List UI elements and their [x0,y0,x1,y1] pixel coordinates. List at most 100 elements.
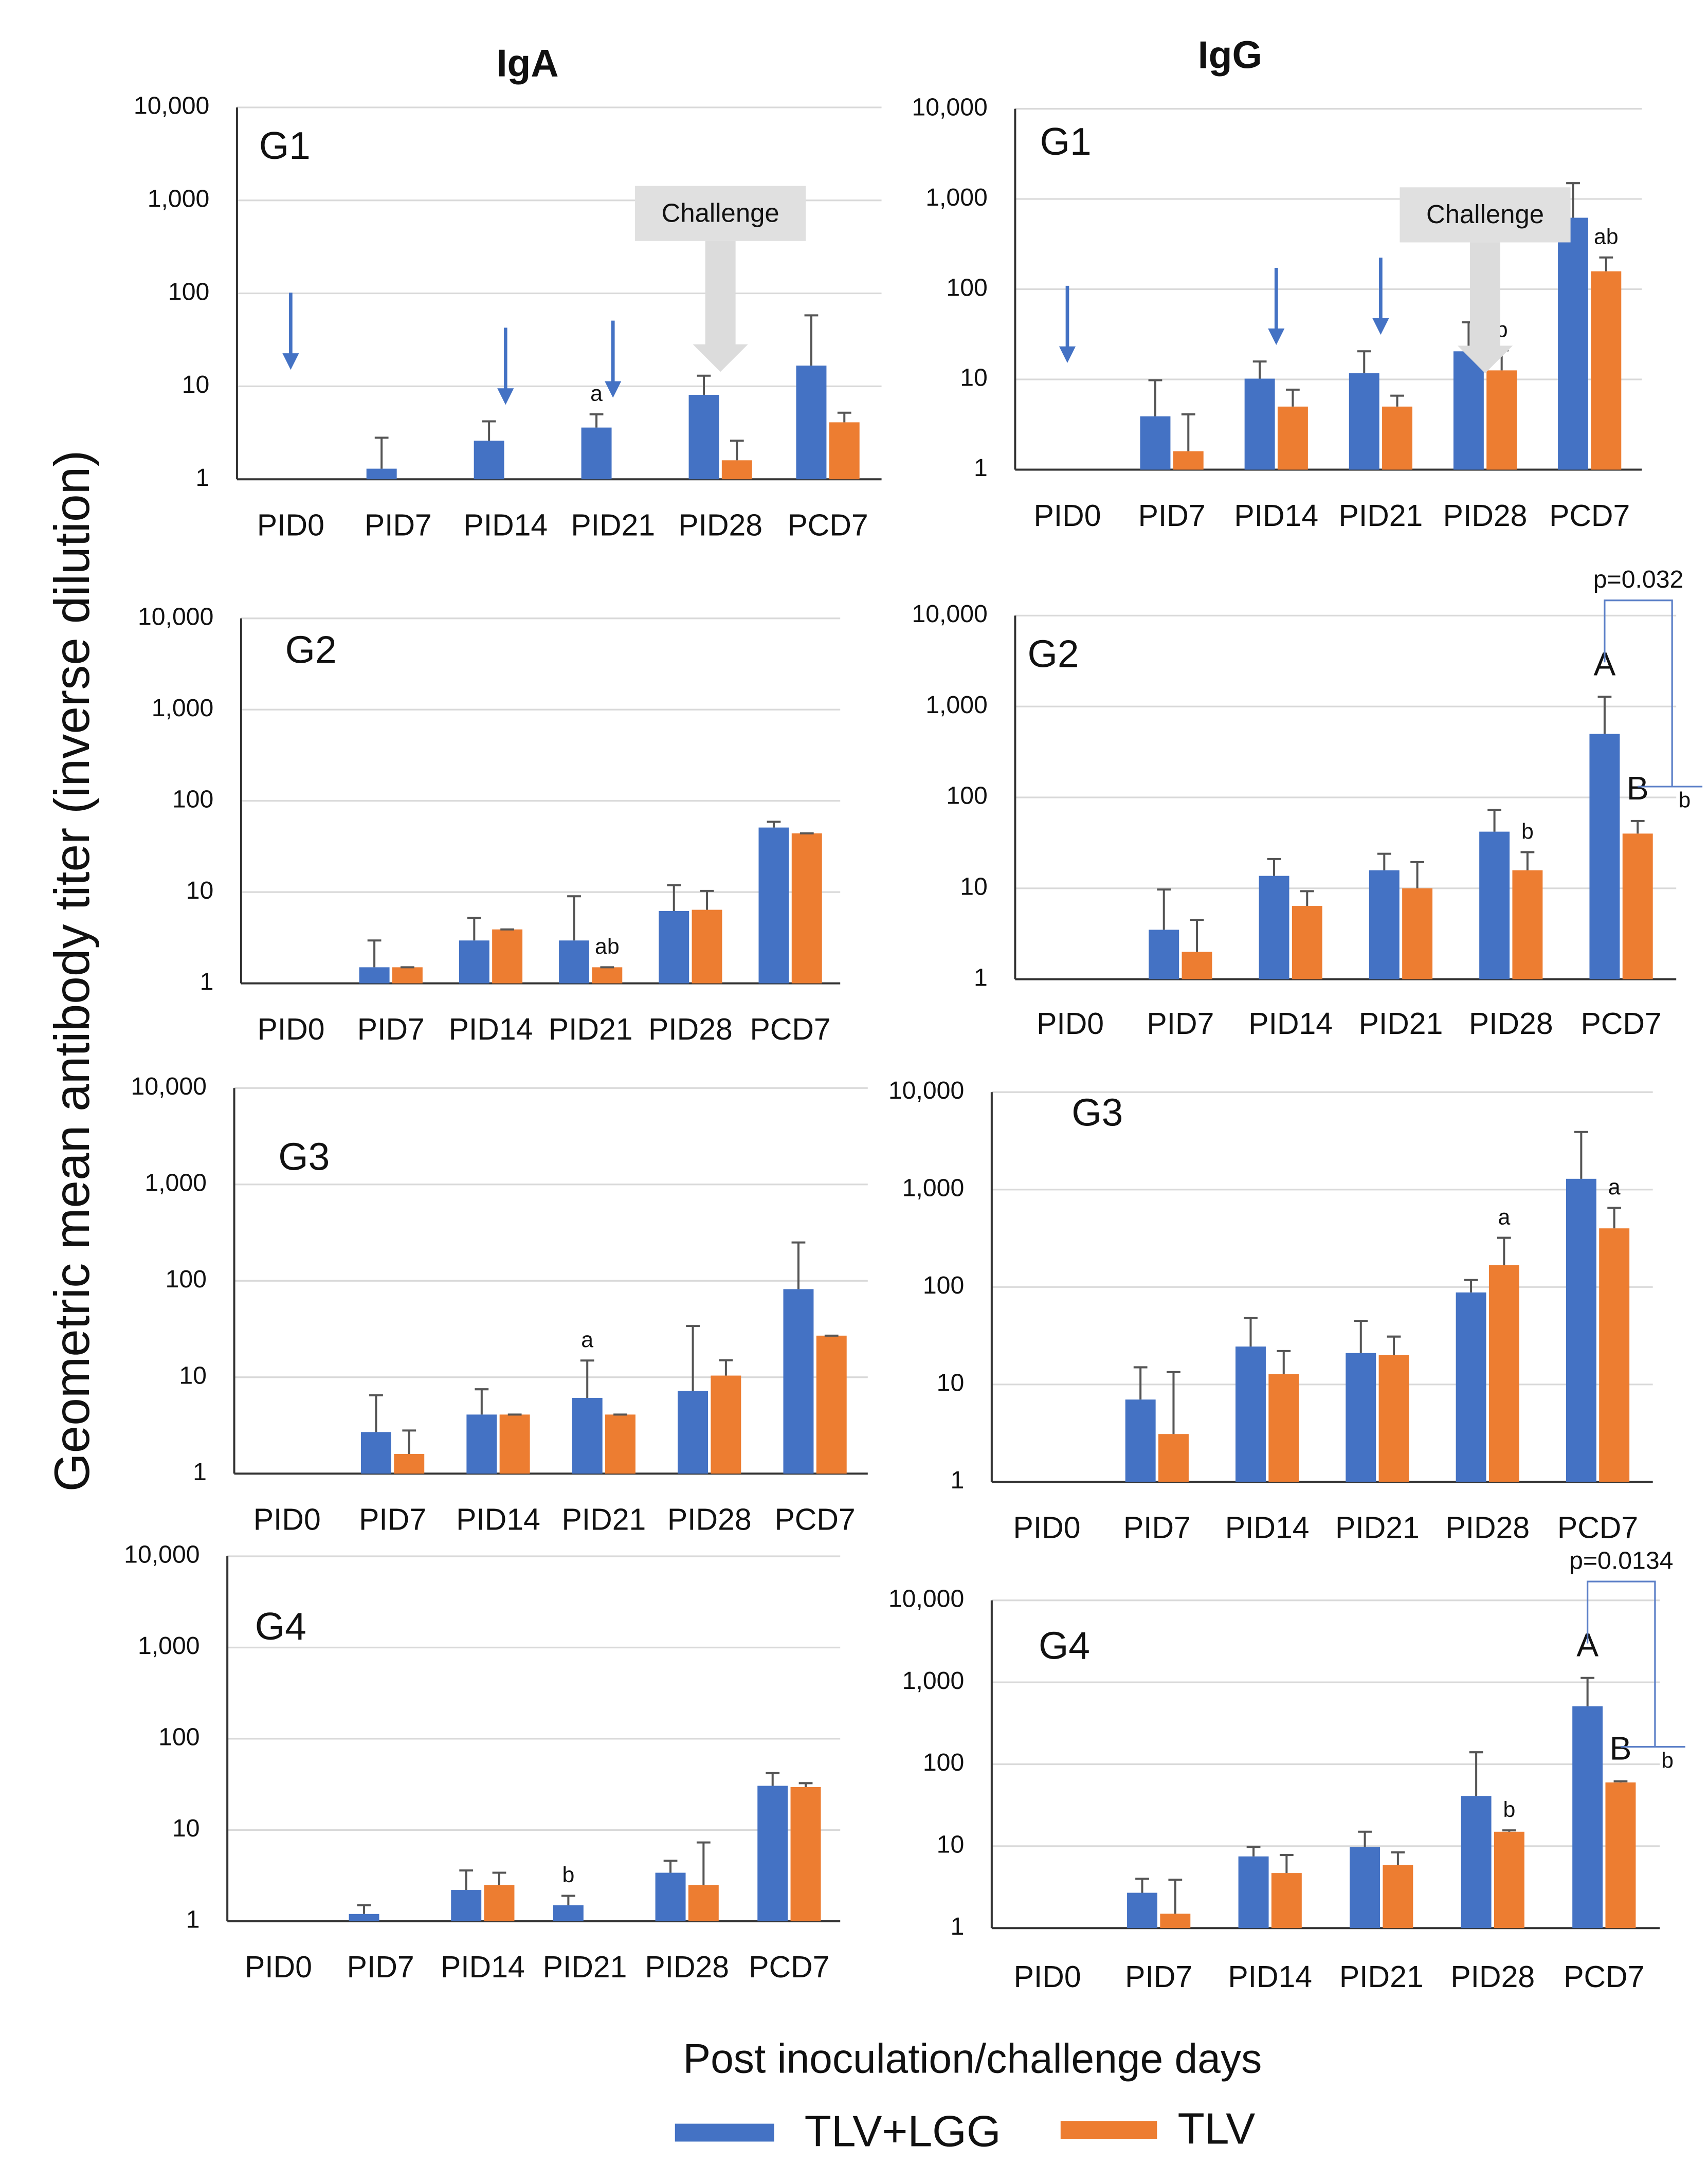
x-tick-label: PID14 [463,509,548,542]
bar [1238,1856,1269,1929]
x-tick-label: PID21 [1359,1007,1443,1041]
bar [790,1787,821,1921]
y-tick-label: 1,000 [144,1169,207,1196]
x-tick-label: PID28 [1445,1512,1530,1545]
x-tick-label: PID7 [1138,499,1206,533]
x-tick-label: PID21 [543,1951,627,1984]
bar [1292,906,1322,979]
bar [1277,406,1308,470]
y-tick-label: 10,000 [888,1077,964,1104]
x-tick-label: PID21 [571,509,655,542]
bar [1259,876,1289,979]
annotation: a [581,1327,593,1352]
x-tick-label: PCD7 [788,509,868,542]
x-tick-label: PID28 [667,1503,752,1537]
inoculation-arrow-head [1059,346,1076,363]
panel-label: G4 [1039,1624,1090,1667]
annotation: b [1678,788,1691,813]
panel-label: G1 [1040,120,1092,163]
bar [1456,1292,1486,1482]
y-tick-label: 1 [974,963,988,991]
annotation: b [1661,1748,1674,1773]
y-tick-label: 100 [158,1723,199,1751]
x-tick-label: PID7 [1147,1007,1214,1041]
x-tick-label: PID21 [549,1013,633,1046]
bar [1494,1831,1524,1929]
bar [791,833,822,984]
comparison-bracket [1604,599,1703,788]
y-tick-label: 100 [172,785,213,813]
y-tick-label: 100 [168,278,209,305]
bar [721,460,752,480]
y-tick-label: 1 [950,1913,964,1940]
panel-label: G2 [285,628,337,671]
bar [688,1885,719,1921]
bar [1140,416,1171,470]
bar [783,1289,814,1474]
annotation: a [1608,1175,1621,1199]
bar [1182,952,1212,979]
y-tick-label: 10 [182,371,210,398]
y-tick-label: 100 [923,1749,964,1776]
x-tick-label: PID0 [1014,1960,1081,1994]
annotation: ab [595,934,620,959]
x-tick-label: PID28 [645,1951,729,1984]
x-tick-label: PCD7 [1564,1960,1644,1994]
bar [816,1335,847,1474]
bar [711,1375,741,1474]
x-tick-label: PID0 [253,1503,321,1537]
panel-label: G4 [255,1605,306,1648]
annotation: ab [1594,225,1619,249]
bar [1125,1399,1156,1482]
annotation: b [562,1863,574,1887]
x-tick-label: PID28 [1450,1960,1535,1994]
x-tick-label: PID28 [648,1013,733,1046]
legend-swatch [675,2123,774,2142]
legend-label: TLV [1178,2104,1256,2153]
x-tick-label: PID0 [258,1013,325,1046]
bar [572,1398,603,1474]
bar [1173,451,1204,470]
bar [678,1391,708,1474]
x-tick-label: PID21 [561,1503,646,1537]
bar [349,1914,379,1921]
x-tick-label: PCD7 [1580,1007,1661,1041]
bar [1591,271,1622,470]
bar [1244,378,1275,470]
x-axis-title: Post inoculation/challenge days [683,2035,1262,2082]
x-tick-label: PID14 [1234,499,1318,533]
bar [829,422,860,480]
bar [1383,1865,1413,1929]
bar [1349,373,1379,470]
bar [1605,1782,1636,1929]
x-tick-label: PID28 [1443,499,1528,533]
y-tick-label: 1,000 [138,1632,200,1660]
x-tick-label: PID0 [1013,1512,1081,1545]
x-tick-label: PID7 [357,1013,425,1046]
y-tick-label: 1 [200,968,214,995]
x-tick-label: PID21 [1339,499,1423,533]
bar [1622,833,1653,979]
panel-label: G3 [1071,1091,1123,1134]
comparison-bracket [1587,1580,1685,1748]
bar [1127,1893,1157,1929]
x-tick-label: PID28 [678,509,762,542]
callout-text: Challenge [1426,199,1544,229]
x-tick-label: PCD7 [1557,1512,1638,1545]
y-tick-label: 10 [960,873,988,901]
y-tick-label: 10,000 [912,600,987,628]
bar [499,1414,530,1474]
y-tick-label: 1,000 [902,1667,965,1695]
bar [484,1885,515,1921]
p-value: p=0.0134 [1569,1547,1673,1574]
y-tick-label: 100 [946,274,987,301]
bar [392,967,423,984]
bar [361,1432,391,1474]
y-tick-label: 10,000 [134,92,209,120]
p-value: p=0.032 [1593,566,1684,593]
bar [1382,406,1413,470]
y-tick-label: 10 [937,1831,965,1859]
bar [1566,1178,1596,1482]
x-tick-label: PID28 [1469,1007,1553,1041]
